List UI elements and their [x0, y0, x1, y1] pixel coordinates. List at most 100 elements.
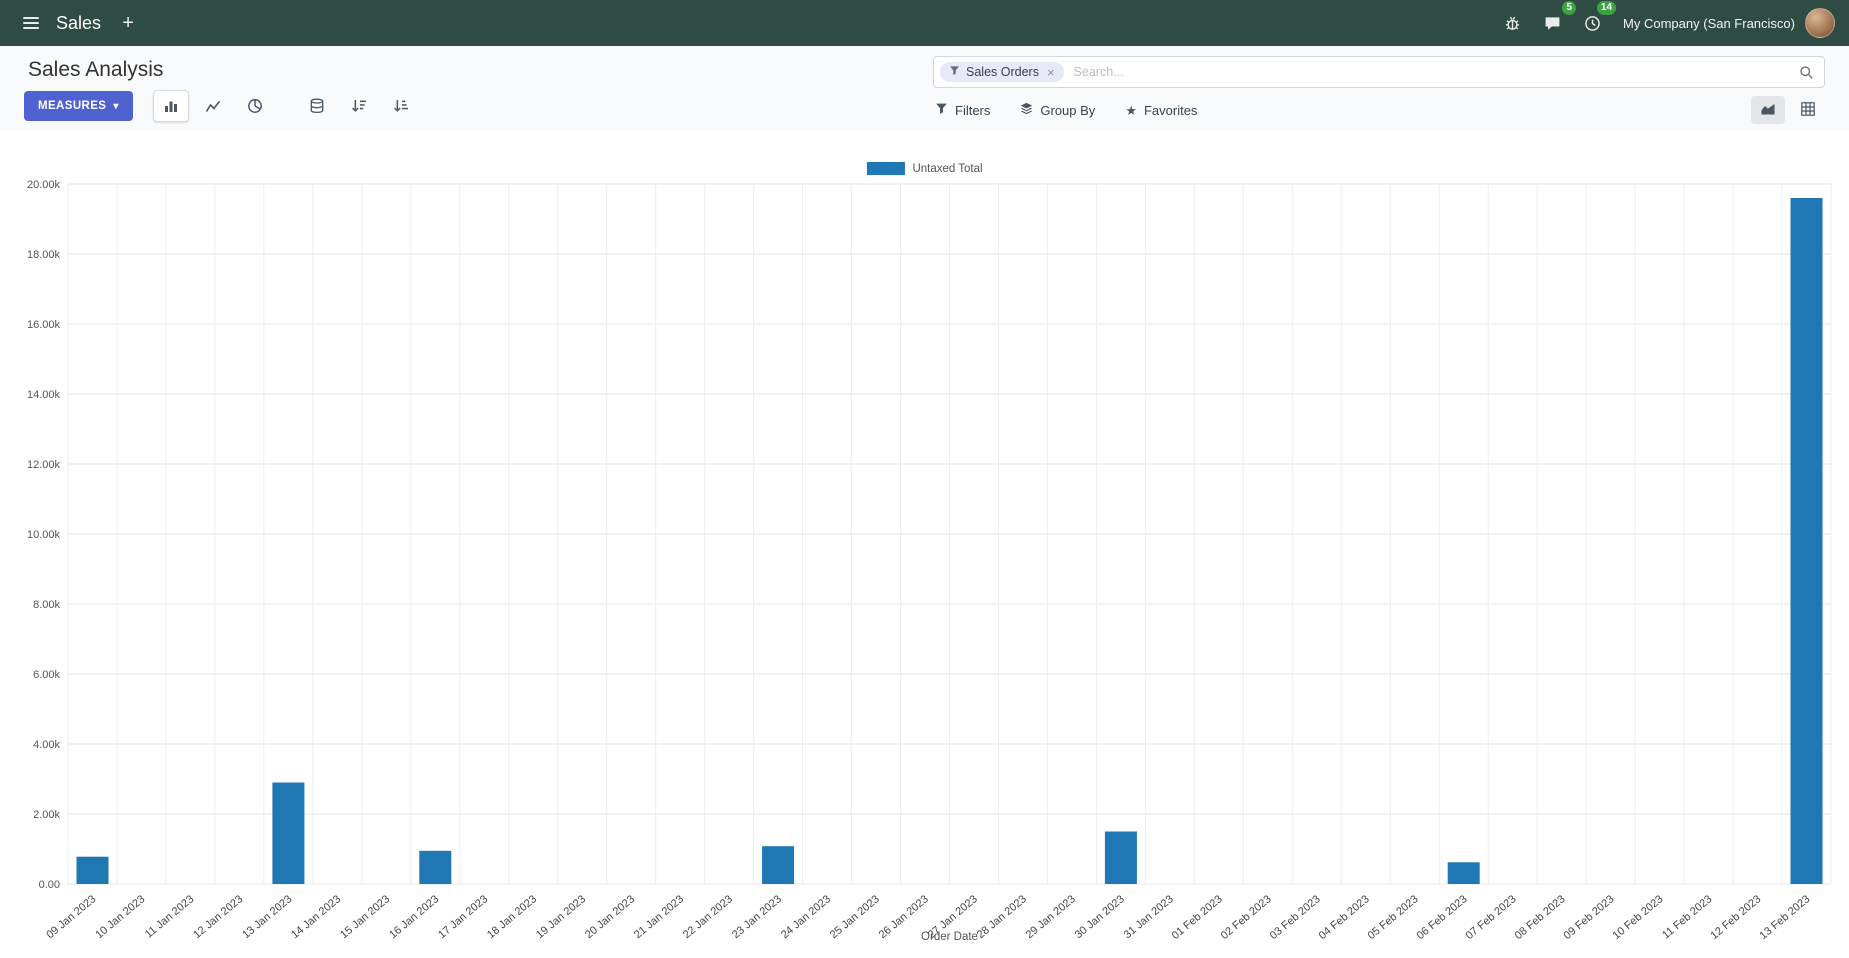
control-panel: Sales Analysis MEASURES ▾	[0, 46, 1849, 130]
chart-bar[interactable]	[1790, 198, 1823, 884]
measures-label: MEASURES	[38, 100, 107, 112]
x-tick-label: 19 Jan 2023	[534, 893, 588, 941]
x-tick-label: 28 Jan 2023	[975, 893, 1029, 941]
search-facet-sales-orders[interactable]: Sales Orders ×	[940, 62, 1064, 82]
sort-descending-button[interactable]	[341, 90, 377, 122]
view-switcher	[1751, 96, 1825, 124]
x-tick-label: 08 Feb 2023	[1513, 893, 1568, 942]
y-tick-label: 10.00k	[27, 529, 61, 541]
company-switcher[interactable]: My Company (San Francisco)	[1623, 15, 1795, 31]
navbar-left: Sales +	[14, 6, 145, 40]
x-tick-label: 07 Feb 2023	[1464, 893, 1519, 942]
control-panel-left: Sales Analysis MEASURES ▾	[24, 56, 419, 122]
y-tick-label: 2.00k	[33, 809, 60, 821]
line-chart-mode-button[interactable]	[195, 90, 231, 122]
facet-remove-icon[interactable]: ×	[1046, 64, 1055, 80]
x-tick-label: 18 Jan 2023	[485, 893, 539, 941]
apps-menu-button[interactable]	[14, 6, 48, 40]
x-tick-label: 17 Jan 2023	[436, 893, 490, 941]
x-tick-label: 16 Jan 2023	[387, 893, 441, 941]
database-stacked-icon	[309, 98, 325, 114]
control-panel-right: Sales Orders × Filters	[933, 56, 1825, 124]
x-tick-label: 05 Feb 2023	[1366, 893, 1421, 942]
pie-chart-mode-button[interactable]	[237, 90, 273, 122]
search-bar[interactable]: Sales Orders ×	[933, 56, 1825, 88]
favorites-button[interactable]: ★ Favorites	[1123, 97, 1199, 124]
x-tick-label: 22 Jan 2023	[681, 893, 735, 941]
filters-label: Filters	[955, 102, 991, 118]
sort-desc-icon	[351, 98, 367, 114]
group-by-label: Group By	[1040, 102, 1096, 118]
favorites-label: Favorites	[1143, 102, 1198, 118]
x-tick-label: 21 Jan 2023	[632, 893, 686, 941]
measures-button[interactable]: MEASURES ▾	[24, 91, 133, 121]
page-title: Sales Analysis	[28, 58, 164, 81]
bar-chart-icon	[163, 98, 179, 114]
x-tick-label: 15 Jan 2023	[338, 893, 392, 941]
chart-legend[interactable]: Untaxed Total	[866, 162, 983, 175]
navbar-right: 5 14 My Company (San Francisco)	[1489, 1, 1835, 40]
group-by-button[interactable]: Group By	[1018, 96, 1097, 124]
y-tick-label: 18.00k	[27, 249, 61, 261]
debug-button[interactable]	[1495, 6, 1529, 40]
star-icon: ★	[1125, 102, 1137, 118]
x-tick-label: 12 Feb 2023	[1708, 893, 1763, 942]
chart-bar[interactable]	[272, 782, 305, 885]
clock-icon	[1584, 15, 1601, 32]
x-tick-label: 09 Jan 2023	[44, 893, 98, 941]
y-tick-label: 12.00k	[27, 459, 61, 471]
chart-bar[interactable]	[1104, 831, 1137, 885]
chart-type-group	[152, 90, 419, 122]
chat-icon	[1544, 15, 1561, 32]
messages-badge: 5	[1562, 1, 1577, 15]
messages-button[interactable]: 5	[1535, 1, 1577, 40]
x-tick-label: 20 Jan 2023	[583, 893, 637, 941]
x-tick-label: 04 Feb 2023	[1317, 893, 1372, 942]
y-tick-label: 0.00	[39, 879, 60, 891]
chart-bar[interactable]	[76, 856, 109, 884]
y-tick-label: 14.00k	[27, 389, 61, 401]
x-tick-label: 06 Feb 2023	[1415, 893, 1470, 942]
x-tick-label: 30 Jan 2023	[1073, 893, 1127, 941]
x-tick-label: 13 Feb 2023	[1757, 893, 1812, 942]
y-tick-label: 20.00k	[27, 179, 61, 191]
filters-funnel-icon	[935, 102, 948, 118]
app-name[interactable]: Sales	[56, 12, 102, 33]
chart-bar[interactable]	[419, 850, 452, 885]
bug-icon	[1504, 15, 1521, 32]
pivot-view-button[interactable]	[1791, 96, 1825, 124]
facet-label: Sales Orders	[966, 65, 1039, 79]
bar-chart-mode-button[interactable]	[152, 90, 189, 122]
chart-bar[interactable]	[762, 846, 795, 884]
x-tick-label: 23 Jan 2023	[730, 893, 784, 941]
pivot-table-icon	[1800, 101, 1816, 120]
filters-button[interactable]: Filters	[933, 96, 992, 124]
x-tick-label: 02 Feb 2023	[1219, 893, 1274, 942]
y-tick-label: 8.00k	[33, 599, 60, 611]
bar-chart-canvas: 0.00 2.00k 4.00k 6.00k 8.00k 10.00k 12.00k 14.0…	[27, 179, 1832, 943]
x-tick-label: 01 Feb 2023	[1170, 893, 1225, 942]
x-tick-label: 14 Jan 2023	[289, 893, 343, 941]
user-avatar[interactable]	[1805, 8, 1835, 38]
legend-swatch	[866, 162, 905, 175]
stacked-toggle-button[interactable]	[299, 90, 335, 122]
x-tick-label: 13 Jan 2023	[240, 893, 294, 941]
search-icon[interactable]	[1799, 65, 1814, 80]
search-input[interactable]	[1071, 64, 1799, 80]
x-tick-label: 12 Jan 2023	[191, 893, 245, 941]
graph-view-button[interactable]	[1751, 96, 1785, 124]
sort-ascending-button[interactable]	[383, 90, 419, 122]
chart-bar[interactable]	[1447, 862, 1480, 884]
x-tick-label: 10 Feb 2023	[1610, 893, 1665, 942]
hamburger-icon	[23, 17, 39, 29]
x-tick-label: 11 Feb 2023	[1660, 893, 1714, 941]
x-tick-label: 31 Jan 2023	[1122, 893, 1176, 941]
activities-button[interactable]: 14	[1575, 1, 1617, 40]
caret-down-icon: ▾	[113, 100, 119, 112]
x-tick-label: 29 Jan 2023	[1024, 893, 1078, 941]
x-tick-label: 10 Jan 2023	[93, 893, 147, 941]
search-options-row: Filters Group By ★ Favorites	[933, 96, 1825, 124]
new-window-button[interactable]: +	[111, 6, 145, 40]
area-chart-icon	[1760, 101, 1776, 120]
x-tick-label: 24 Jan 2023	[779, 893, 833, 941]
